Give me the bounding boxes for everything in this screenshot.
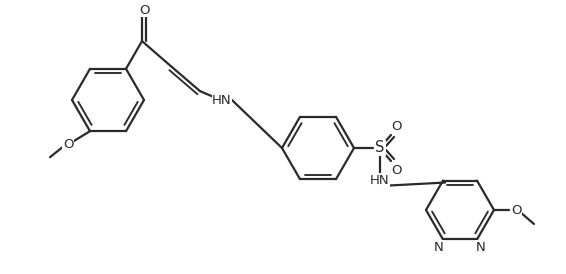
Text: N: N <box>434 241 444 254</box>
Text: N: N <box>476 241 486 254</box>
Text: S: S <box>375 141 385 156</box>
Text: O: O <box>511 204 521 216</box>
Text: O: O <box>63 138 73 151</box>
Text: O: O <box>392 164 402 176</box>
Text: O: O <box>139 4 149 17</box>
Text: O: O <box>392 119 402 133</box>
Text: HN: HN <box>212 94 232 107</box>
Text: HN: HN <box>370 173 390 187</box>
